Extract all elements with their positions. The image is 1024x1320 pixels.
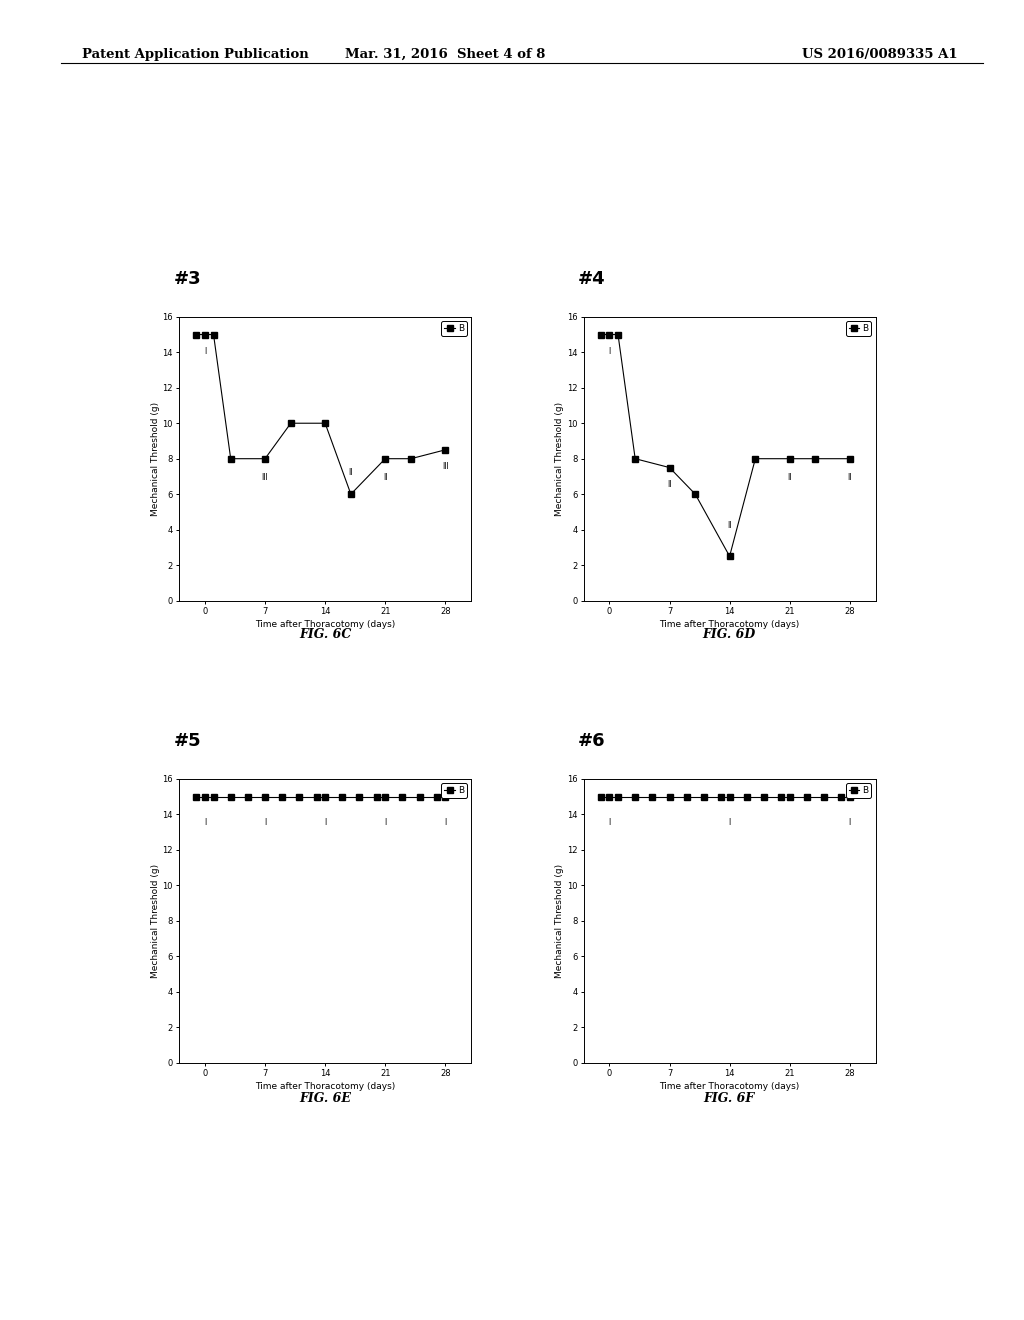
Text: I: I [264,818,266,826]
Text: II: II [383,473,387,482]
X-axis label: Time after Thoracotomy (days): Time after Thoracotomy (days) [255,620,395,630]
Y-axis label: Mechanical Threshold (g): Mechanical Threshold (g) [151,401,160,516]
Text: #5: #5 [173,733,201,750]
Text: II: II [727,521,732,529]
X-axis label: Time after Thoracotomy (days): Time after Thoracotomy (days) [659,620,800,630]
Text: #4: #4 [578,271,605,289]
Text: US 2016/0089335 A1: US 2016/0089335 A1 [802,48,957,61]
Text: FIG. 6E: FIG. 6E [300,1092,351,1105]
Text: III: III [442,462,449,471]
Y-axis label: Mechanical Threshold (g): Mechanical Threshold (g) [555,863,564,978]
Text: I: I [608,347,610,356]
Legend: B: B [846,321,871,335]
Text: Mar. 31, 2016  Sheet 4 of 8: Mar. 31, 2016 Sheet 4 of 8 [345,48,546,61]
Text: #3: #3 [173,271,201,289]
Text: II: II [668,480,672,488]
Text: #6: #6 [578,733,605,750]
Text: I: I [608,818,610,826]
Y-axis label: Mechanical Threshold (g): Mechanical Threshold (g) [151,863,160,978]
Legend: B: B [441,783,467,797]
Text: II: II [787,473,792,482]
Text: I: I [728,818,731,826]
Text: I: I [204,818,206,826]
Legend: B: B [846,783,871,797]
Y-axis label: Mechanical Threshold (g): Mechanical Threshold (g) [555,401,564,516]
X-axis label: Time after Thoracotomy (days): Time after Thoracotomy (days) [255,1082,395,1092]
Text: I: I [849,818,851,826]
Text: I: I [204,347,206,356]
Text: III: III [262,473,268,482]
Text: II: II [848,473,852,482]
Text: I: I [444,818,446,826]
Text: FIG. 6C: FIG. 6C [299,628,352,642]
Text: FIG. 6F: FIG. 6F [703,1092,755,1105]
Legend: B: B [441,321,467,335]
Text: I: I [324,818,327,826]
Text: I: I [384,818,386,826]
X-axis label: Time after Thoracotomy (days): Time after Thoracotomy (days) [659,1082,800,1092]
Text: FIG. 6D: FIG. 6D [702,628,756,642]
Text: Patent Application Publication: Patent Application Publication [82,48,308,61]
Text: II: II [348,467,353,477]
